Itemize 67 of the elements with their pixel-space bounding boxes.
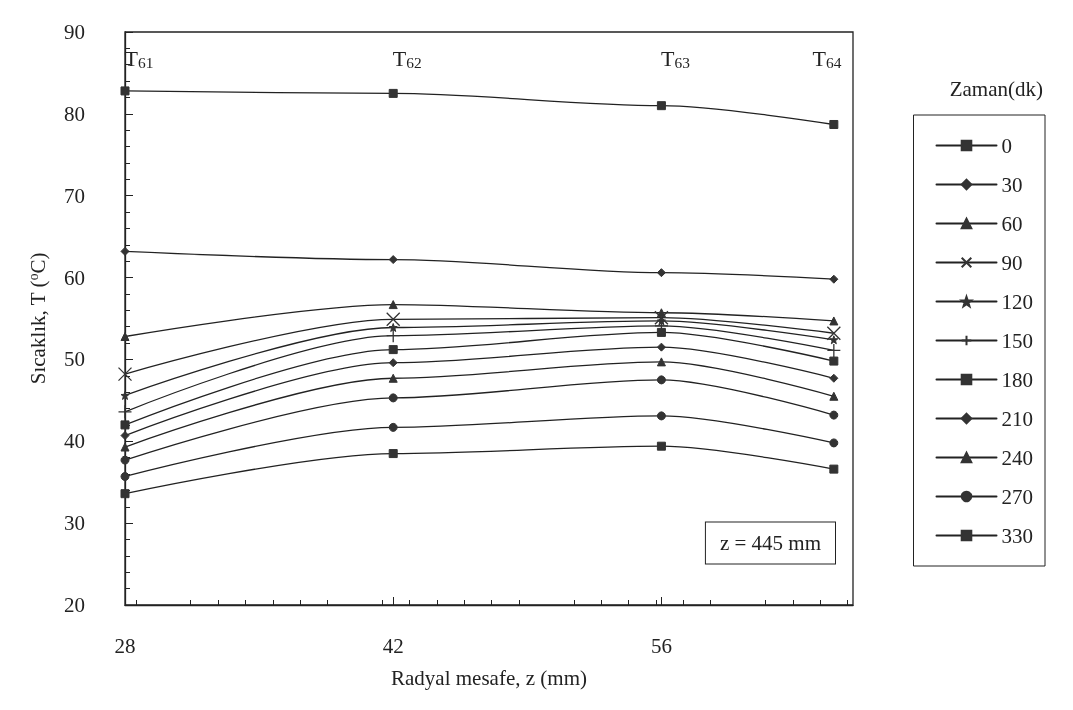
point	[388, 255, 398, 265]
point	[829, 356, 839, 366]
legend-label: 90	[1001, 250, 1023, 275]
point	[120, 246, 130, 256]
point	[654, 310, 669, 325]
legend-label: 0	[1001, 133, 1012, 158]
y-tick-label: 50	[64, 347, 85, 372]
x-tick-label: 28	[114, 633, 136, 658]
point	[388, 88, 398, 98]
point	[120, 332, 130, 342]
legend-label: 330	[1001, 523, 1033, 548]
point	[829, 373, 839, 383]
point	[829, 120, 839, 129]
legend-label: 120	[1001, 289, 1033, 314]
y-tick-label: 70	[64, 183, 85, 208]
point	[386, 328, 401, 343]
legend-label: 180	[1001, 367, 1033, 392]
y-tick-label: 80	[64, 101, 85, 126]
point	[656, 268, 666, 278]
y-tick-label: 90	[64, 20, 85, 44]
point	[386, 312, 401, 327]
legend-label: 150	[1001, 328, 1033, 353]
point	[656, 342, 666, 352]
point	[656, 375, 666, 385]
point	[120, 442, 130, 452]
point	[829, 274, 839, 284]
point	[829, 464, 839, 474]
point	[388, 345, 398, 355]
point	[388, 422, 398, 432]
point	[120, 431, 130, 441]
point	[120, 489, 130, 499]
point	[656, 357, 666, 367]
point	[656, 441, 666, 451]
legend-title: Zaman(dk)	[949, 76, 1044, 101]
point	[656, 101, 666, 111]
point	[829, 438, 839, 448]
y-axis-title: Sıcaklık, T (oC)	[26, 252, 51, 385]
y-tick-label: 20	[64, 593, 85, 617]
annotation: z = 445 mm	[719, 531, 821, 555]
legend-label: 60	[1001, 211, 1023, 236]
x-tick-label: 42	[382, 633, 404, 658]
point	[117, 367, 133, 382]
point	[388, 323, 398, 332]
y-tick-label: 30	[64, 511, 85, 536]
point	[656, 327, 666, 337]
x-tick-label: 56	[650, 633, 672, 658]
point	[829, 316, 839, 326]
point	[829, 335, 839, 345]
legend-label: 210	[1001, 406, 1033, 431]
point	[388, 373, 398, 383]
point	[388, 393, 398, 403]
legend-label: 30	[1001, 172, 1023, 197]
point	[829, 410, 839, 420]
point	[656, 411, 666, 421]
point	[388, 300, 398, 310]
x-axis-title: Radyal mesafe, z (mm)	[391, 665, 587, 690]
point	[120, 86, 130, 96]
point	[388, 358, 398, 368]
point	[829, 391, 839, 401]
point	[826, 326, 841, 341]
y-tick-label: 60	[64, 265, 85, 290]
legend-label: 270	[1001, 484, 1033, 509]
point	[120, 420, 130, 430]
legend-label: 240	[1001, 445, 1033, 470]
y-tick-label: 40	[64, 429, 85, 454]
point	[388, 449, 398, 459]
point	[117, 404, 133, 419]
